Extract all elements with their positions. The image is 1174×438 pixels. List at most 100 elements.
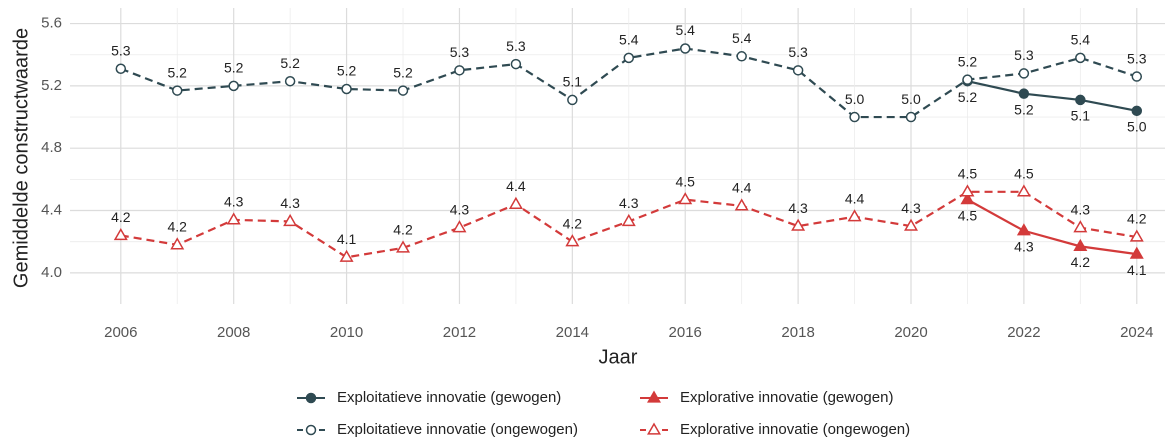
data-label: 4.4: [732, 180, 752, 196]
data-label: 5.2: [958, 53, 978, 69]
x-tick-label: 2024: [1120, 324, 1153, 341]
point: [339, 249, 354, 262]
data-label: 5.4: [732, 30, 752, 46]
data-label: 5.0: [901, 91, 921, 107]
data-label: 5.0: [1127, 119, 1147, 135]
data-label: 5.4: [1071, 32, 1091, 48]
point: [510, 58, 522, 70]
data-label: 4.4: [845, 190, 865, 206]
point: [396, 240, 411, 253]
data-label: 4.5: [675, 173, 695, 189]
data-label: 4.3: [901, 200, 921, 216]
point: [623, 52, 635, 64]
data-label: 4.4: [506, 178, 526, 194]
point: [1016, 223, 1031, 236]
point: [849, 111, 860, 123]
point: [1075, 94, 1086, 106]
y-tick-label: 5.6: [41, 15, 62, 32]
data-label: 4.3: [788, 200, 808, 216]
point: [284, 75, 296, 87]
y-tick-label: 4.0: [41, 264, 62, 281]
legend-label: Exploitatieve innovatie (ongewogen): [337, 421, 578, 438]
point: [226, 212, 241, 225]
point: [170, 237, 185, 250]
legend-key-point: [647, 422, 661, 435]
point: [960, 184, 975, 197]
x-tick-label: 2008: [217, 324, 250, 341]
point: [791, 218, 806, 231]
data-label: 5.0: [845, 91, 865, 107]
point: [960, 192, 975, 205]
x-tick-label: 2006: [104, 324, 137, 341]
point: [734, 198, 749, 211]
x-tick-label: 2010: [330, 324, 363, 341]
point: [1129, 229, 1144, 242]
data-label: 4.3: [619, 195, 639, 211]
data-label: 4.3: [1071, 201, 1091, 217]
point: [567, 94, 578, 106]
point: [1073, 220, 1088, 233]
legend-label: Explorative innovatie (ongewogen): [680, 421, 910, 438]
data-label: 5.2: [337, 63, 357, 79]
point: [228, 80, 239, 92]
x-axis-title: Jaar: [599, 346, 638, 368]
point: [679, 43, 691, 54]
point: [397, 85, 409, 96]
point: [565, 234, 580, 247]
grid: [70, 8, 1165, 304]
point: [1016, 184, 1031, 197]
line: [967, 80, 1137, 112]
data-label: 4.3: [1014, 238, 1034, 254]
point: [171, 85, 183, 96]
x-tick-label: 2012: [443, 324, 476, 341]
data-label: 4.5: [958, 166, 978, 182]
data-label: 4.2: [168, 219, 188, 235]
data-label: 5.1: [563, 74, 583, 90]
data-label: 4.2: [111, 209, 131, 225]
point: [1018, 88, 1030, 99]
legend-key-point: [305, 392, 317, 404]
data-label: 5.3: [1014, 47, 1034, 63]
data-label: 4.5: [1014, 166, 1034, 182]
x-tick-label: 2018: [781, 324, 814, 341]
point: [621, 213, 636, 227]
y-axis-title: Gemiddelde constructwaarde: [10, 28, 32, 288]
data-label: 5.2: [280, 55, 300, 71]
point: [1075, 52, 1086, 64]
point: [341, 83, 352, 95]
point: [1073, 238, 1088, 252]
point: [905, 111, 917, 123]
legend-key-point: [305, 424, 317, 436]
data-label: 5.2: [168, 64, 188, 80]
point: [1129, 246, 1144, 259]
data-label: 5.2: [1014, 101, 1034, 117]
data-label: 4.2: [1071, 254, 1091, 270]
x-tick-label: 2022: [1007, 324, 1040, 341]
point: [678, 192, 693, 205]
point: [452, 220, 467, 233]
data-label: 5.2: [224, 60, 244, 76]
x-tick-label: 2020: [894, 324, 927, 341]
data-label: 5.3: [450, 44, 470, 60]
data-label: 4.3: [280, 195, 300, 211]
point: [962, 74, 973, 85]
data-label: 4.3: [450, 201, 470, 217]
legend: Exploitatieve innovatie (gewogen) Explora…: [297, 389, 910, 438]
data-label: 5.3: [506, 38, 526, 54]
y-tick-label: 4.4: [41, 201, 62, 218]
legend-label: Exploitatieve innovatie (gewogen): [337, 389, 561, 406]
point: [113, 227, 128, 241]
data-label: 5.2: [958, 89, 978, 105]
line: [966, 198, 1137, 256]
point: [792, 65, 804, 76]
legend-label: Explorative innovatie (gewogen): [680, 389, 893, 406]
data-label: 5.4: [675, 22, 695, 38]
data-label: 5.3: [788, 44, 808, 60]
data-label: 4.2: [393, 222, 413, 238]
data-label: 5.1: [1071, 108, 1091, 124]
point: [1018, 68, 1030, 79]
point: [115, 63, 127, 75]
series: 5.3 5.2 5.2 5.2 5.2 5.2 5.3 5.3 5.1 5.4 5.4 5.4 5.3 5…: [111, 22, 1147, 123]
x-tick-label: 2016: [669, 324, 702, 341]
